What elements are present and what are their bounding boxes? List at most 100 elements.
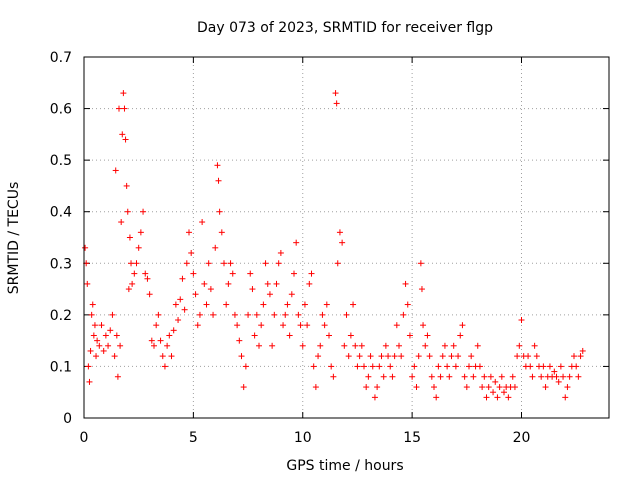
data-point: [107, 327, 114, 334]
data-point: [129, 280, 136, 287]
data-point: [212, 244, 219, 251]
data-point: [560, 373, 567, 380]
data-point: [91, 322, 98, 329]
data-point: [509, 373, 516, 380]
data-point: [181, 306, 188, 313]
data-point: [529, 373, 536, 380]
data-point: [333, 100, 340, 107]
data-point: [82, 244, 89, 251]
data-point: [90, 332, 97, 339]
data-point: [102, 332, 109, 339]
data-point: [315, 353, 322, 360]
data-point: [308, 270, 315, 277]
data-point: [199, 219, 206, 226]
data-point: [273, 280, 280, 287]
data-point: [455, 353, 462, 360]
data-point: [319, 311, 326, 318]
data-point: [409, 373, 416, 380]
data-point: [177, 296, 184, 303]
data-point: [571, 353, 577, 360]
plot-frame: [83, 56, 610, 419]
data-point: [286, 332, 293, 339]
data-point: [291, 270, 297, 277]
data-point: [413, 384, 420, 391]
data-point: [428, 373, 435, 380]
data-point: [98, 322, 105, 329]
data-point: [490, 389, 497, 396]
data-point: [168, 353, 175, 360]
data-point: [415, 353, 422, 360]
data-point: [411, 363, 418, 370]
data-point: [186, 229, 192, 236]
data-point: [249, 286, 256, 293]
y-tick-label: 0.6: [50, 102, 72, 118]
data-point: [538, 373, 545, 380]
data-point: [112, 167, 119, 174]
data-point: [448, 353, 455, 360]
data-point: [117, 342, 124, 349]
data-point: [310, 363, 317, 370]
data-point: [555, 378, 562, 385]
data-point: [207, 286, 214, 293]
data-point: [420, 322, 427, 329]
data-point: [564, 384, 571, 391]
data-point: [96, 342, 103, 349]
y-tick-label: 0.2: [50, 308, 72, 324]
data-point: [89, 301, 96, 308]
data-point: [573, 363, 580, 370]
data-point: [151, 342, 157, 349]
data-point: [312, 384, 319, 391]
data-point: [350, 301, 357, 308]
data-point: [363, 384, 370, 391]
y-tick-label: 0.3: [50, 256, 72, 272]
data-point: [518, 317, 525, 324]
data-point: [341, 342, 348, 349]
data-point: [214, 162, 221, 169]
data-point: [100, 347, 107, 354]
data-point: [406, 332, 413, 339]
data-point: [577, 353, 584, 360]
data-point: [124, 208, 131, 215]
data-point: [317, 342, 324, 349]
data-point: [140, 208, 147, 215]
data-point: [123, 182, 130, 189]
data-point: [328, 363, 335, 370]
data-point: [516, 342, 523, 349]
data-point: [135, 244, 142, 251]
data-point: [172, 301, 179, 308]
data-point: [245, 311, 252, 318]
data-point: [474, 342, 481, 349]
data-point: [175, 317, 182, 324]
data-point: [385, 353, 392, 360]
data-point: [546, 363, 553, 370]
data-point: [229, 270, 236, 277]
data-point: [332, 90, 339, 97]
data-point: [435, 363, 442, 370]
data-point: [540, 363, 547, 370]
data-point: [113, 332, 120, 339]
data-point: [426, 353, 433, 360]
data-point: [321, 322, 328, 329]
data-point: [85, 363, 92, 370]
data-point: [166, 332, 173, 339]
data-point: [109, 311, 116, 318]
data-point: [114, 373, 121, 380]
data-point: [301, 301, 308, 308]
data-point: [402, 280, 409, 287]
data-point: [196, 311, 203, 318]
data-point: [562, 394, 569, 401]
data-point: [271, 311, 278, 318]
data-point: [433, 394, 440, 401]
data-point: [251, 332, 258, 339]
data-point: [466, 363, 472, 370]
x-tick-label: 15: [403, 430, 421, 446]
data-point: [242, 363, 249, 370]
data-point: [485, 384, 492, 391]
y-tick-label: 0.1: [50, 359, 72, 375]
x-axis-title: GPS time / hours: [286, 458, 403, 474]
data-point: [203, 301, 210, 308]
data-point: [393, 322, 400, 329]
data-point: [277, 249, 284, 256]
data-point: [142, 270, 149, 277]
data-point: [144, 275, 151, 282]
